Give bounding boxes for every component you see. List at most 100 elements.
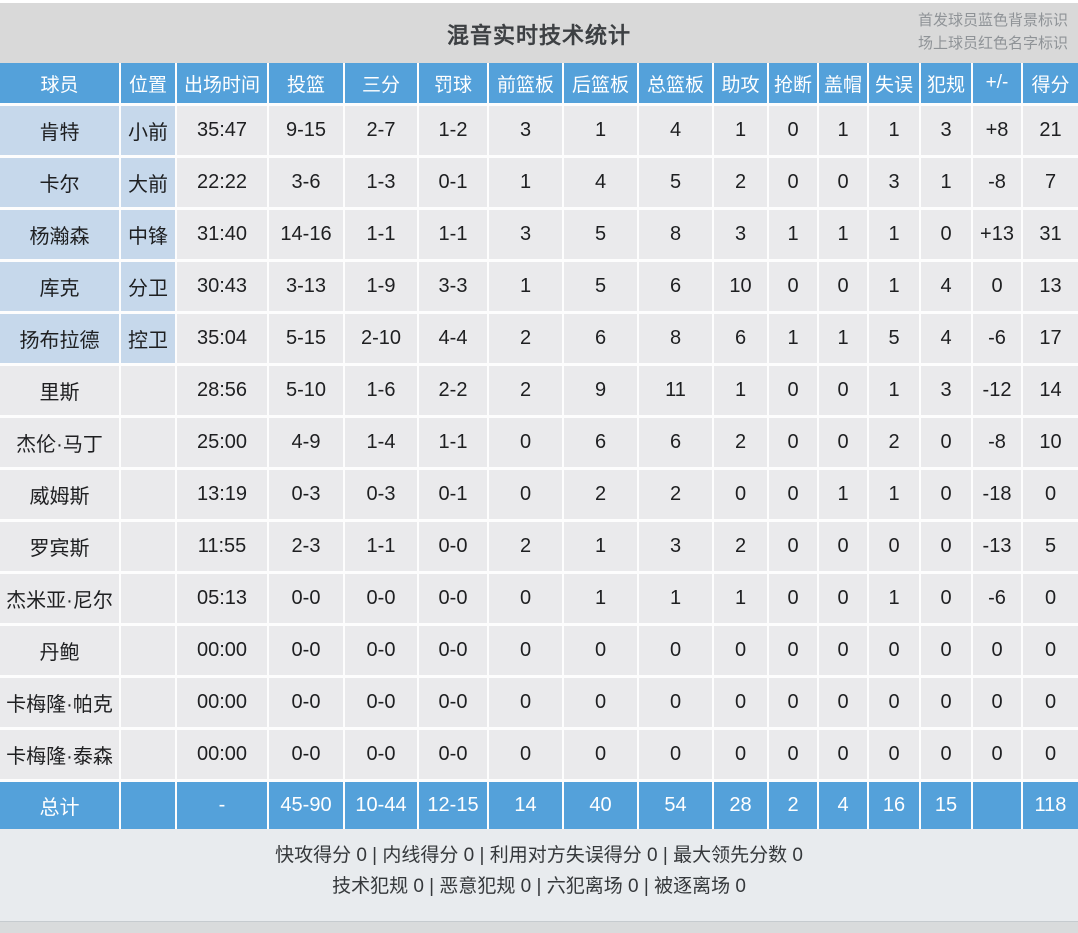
stat-cell: 5: [1021, 519, 1078, 574]
position-cell: [119, 363, 177, 418]
legend-oncourt-note: 场上球员红色名字标识: [917, 35, 1068, 53]
stat-cell: 0: [817, 363, 869, 418]
stat-cell: 05:13: [175, 571, 269, 626]
player-name-cell: 卡尔: [0, 155, 121, 210]
player-name-cell: 杰米亚·尼尔: [0, 571, 121, 626]
stat-cell: 6: [637, 259, 714, 314]
stat-cell: 0-0: [343, 571, 419, 626]
stat-cell: 0: [712, 623, 769, 678]
stat-cell: 1: [867, 259, 921, 314]
stat-cell: 0-0: [267, 571, 345, 626]
stat-cell: 1-1: [417, 415, 489, 470]
stat-cell: 0: [637, 675, 714, 730]
player-name-cell: 扬布拉德: [0, 311, 121, 366]
position-cell: [119, 519, 177, 574]
column-header: 失误: [867, 61, 921, 106]
stat-cell: 21: [1021, 103, 1078, 158]
stat-cell: 3: [919, 363, 973, 418]
stat-cell: 0: [919, 207, 973, 262]
stat-cell: 0: [867, 675, 921, 730]
position-cell: 小前: [119, 103, 177, 158]
table-row: 罗宾斯 11:55 2-3 1-1 0-0 2 1 3 2 0 0 0 0 -13 5: [0, 519, 1078, 574]
column-header: 抢断: [767, 61, 819, 106]
total-label-cell: 总计: [0, 779, 121, 831]
stat-cell: 0: [971, 727, 1023, 782]
stat-cell: 0: [562, 623, 639, 678]
stat-cell: 0: [487, 623, 564, 678]
stat-cell: +8: [971, 103, 1023, 158]
column-header: 三分: [343, 61, 419, 106]
table-row: 里斯 28:56 5-10 1-6 2-2 2 9 11 1 0 0 1 3 -12 14: [0, 363, 1078, 418]
stat-cell: 1: [767, 207, 819, 262]
stat-cell: 00:00: [175, 623, 269, 678]
stat-cell: 1: [712, 571, 769, 626]
stat-cell: +13: [971, 207, 1023, 262]
player-name-cell: 卡梅隆·帕克: [0, 675, 121, 730]
total-row: 总计 -45-90 10-44 12-15 14 40 54 28 2 4 16 15 118: [0, 779, 1078, 831]
stat-cell: 9-15: [267, 103, 345, 158]
stat-cell: 9: [562, 363, 639, 418]
table-row: 丹鲍 00:00 0-0 0-0 0-0 0 0 0 0 0 0 0 0 0 0: [0, 623, 1078, 678]
stat-cell: 1: [817, 207, 869, 262]
player-name-cell: 杰伦·马丁: [0, 415, 121, 470]
stat-cell: 0-0: [417, 571, 489, 626]
stat-cell: 0-0: [417, 519, 489, 574]
stat-cell: 1: [562, 519, 639, 574]
player-name-cell: 里斯: [0, 363, 121, 418]
stat-cell: 25:00: [175, 415, 269, 470]
table-row: 杰米亚·尼尔 05:13 0-0 0-0 0-0 0 1 1 1 0 0 1 0 -6 0: [0, 571, 1078, 626]
stat-cell: 1-3: [343, 155, 419, 210]
stat-cell: 4-4: [417, 311, 489, 366]
stat-cell: 2-3: [267, 519, 345, 574]
stat-cell: 2: [712, 155, 769, 210]
stat-cell: 0: [817, 519, 869, 574]
table-row: 库克 分卫 30:43 3-13 1-9 3-3 1 5 6 10 0 0 1 4 0 13: [0, 259, 1078, 314]
summary-line-2: 技术犯规 0 | 恶意犯规 0 | 六犯离场 0 | 被逐离场 0: [332, 876, 746, 897]
header-area: 混音实时技术统计 首发球员蓝色背景标识 场上球员红色名字标识: [0, 0, 1078, 63]
stat-cell: -6: [971, 571, 1023, 626]
stat-cell: 14: [487, 779, 564, 831]
column-header: 罚球: [417, 61, 489, 106]
stat-cell: 0: [919, 623, 973, 678]
summary-footer: 快攻得分 0 | 内线得分 0 | 利用对方失误得分 0 | 最大领先分数 0 …: [0, 829, 1078, 902]
stat-cell: 2: [867, 415, 921, 470]
stat-cell: 3-6: [267, 155, 345, 210]
stat-cell: 0: [919, 519, 973, 574]
column-header: 位置: [119, 61, 177, 106]
stat-cell: 1-6: [343, 363, 419, 418]
stat-cell: 4: [817, 779, 869, 831]
stat-cell: 0: [712, 675, 769, 730]
stat-cell: 15: [919, 779, 973, 831]
stat-cell: 3-3: [417, 259, 489, 314]
position-cell: [119, 467, 177, 522]
stat-cell: 0-3: [343, 467, 419, 522]
stat-cell: 0: [1021, 467, 1078, 522]
player-name-cell: 丹鲍: [0, 623, 121, 678]
stat-cell: 0: [487, 571, 564, 626]
player-name-cell: 库克: [0, 259, 121, 314]
stat-cell: [971, 779, 1023, 831]
stat-cell: 5-15: [267, 311, 345, 366]
page-title: 混音实时技术统计: [446, 23, 631, 48]
stat-cell: 1-2: [417, 103, 489, 158]
stat-cell: 2: [712, 415, 769, 470]
stat-cell: 0: [487, 467, 564, 522]
stat-cell: 3: [867, 155, 921, 210]
stat-cell: -13: [971, 519, 1023, 574]
stat-cell: 0: [919, 727, 973, 782]
stat-cell: 8: [637, 207, 714, 262]
stat-cell: 1-4: [343, 415, 419, 470]
column-header: +/-: [971, 61, 1023, 106]
stat-cell: 0: [817, 571, 869, 626]
stat-cell: 0: [767, 155, 819, 210]
stat-cell: 0: [767, 103, 819, 158]
stat-cell: 00:00: [175, 675, 269, 730]
stat-cell: -: [175, 779, 269, 831]
column-header: 球员: [0, 61, 121, 106]
stat-cell: 10: [712, 259, 769, 314]
stat-cell: 0: [562, 675, 639, 730]
position-cell: [119, 623, 177, 678]
stat-cell: 0-3: [267, 467, 345, 522]
stat-cell: 1: [867, 571, 921, 626]
stat-cell: 6: [562, 415, 639, 470]
